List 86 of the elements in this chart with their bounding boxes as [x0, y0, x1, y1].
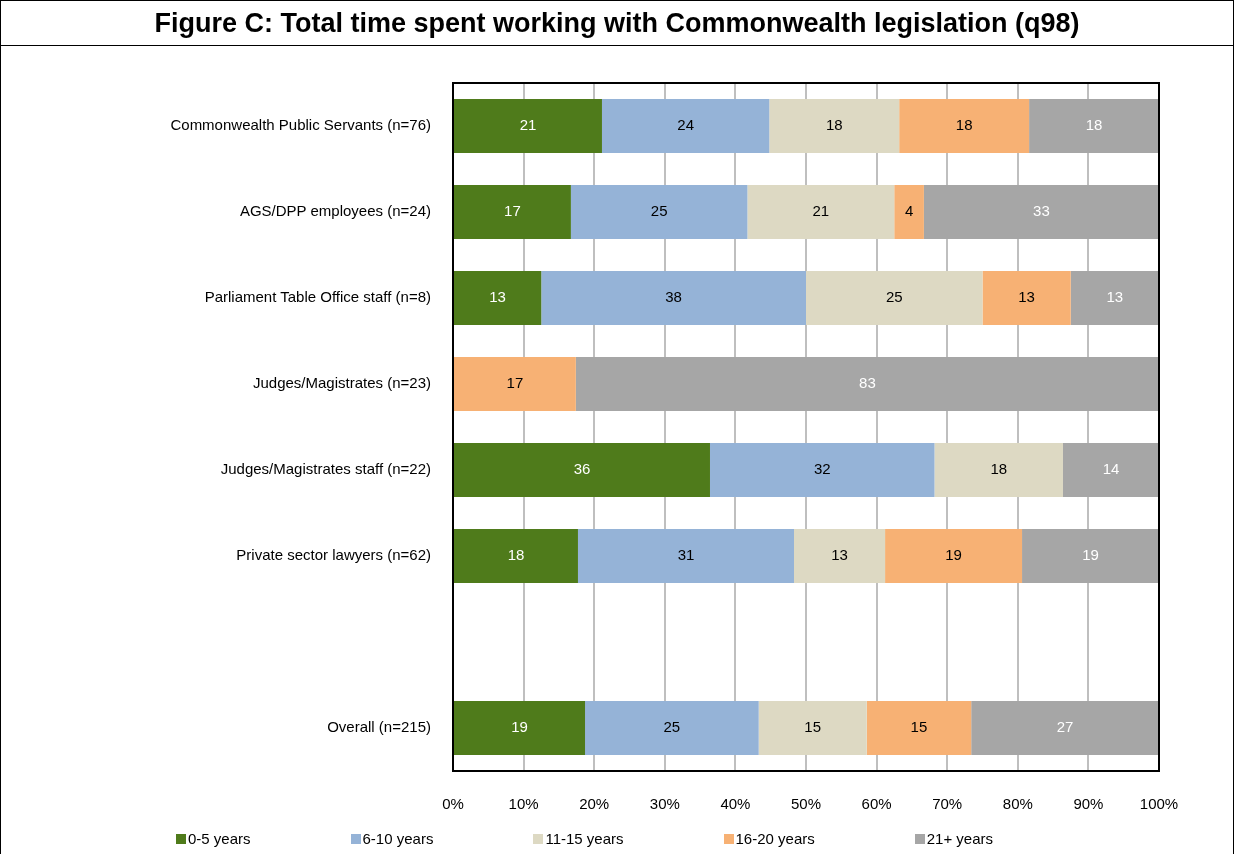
- data-label: 21: [812, 202, 830, 220]
- data-label: 13: [1018, 288, 1035, 306]
- x-tick-label: 90%: [1073, 795, 1104, 813]
- legend-label: 11-15 years: [545, 830, 624, 847]
- data-label: 31: [677, 546, 695, 564]
- legend-label: 6-10 years: [362, 830, 434, 847]
- y-tick-label: Parliament Table Office staff (n=8): [204, 288, 431, 306]
- x-tick-label: 80%: [1002, 795, 1033, 813]
- data-label: 15: [804, 718, 822, 736]
- data-label: 15: [910, 718, 928, 736]
- bar: [1062, 442, 1159, 498]
- bar: [577, 528, 794, 584]
- legend-label: 0-5 years: [188, 830, 251, 847]
- data-label: 18: [507, 546, 525, 564]
- data-label: 13: [1106, 288, 1124, 306]
- y-tick-label: Overall (n=215): [327, 718, 431, 736]
- y-tick-label: Judges/Magistrates (n=23): [252, 374, 431, 392]
- x-tick-label: 30%: [649, 795, 680, 813]
- data-label: 19: [1082, 546, 1099, 564]
- x-tick-label: 70%: [932, 795, 963, 813]
- data-label: 38: [665, 288, 682, 306]
- data-label: 4: [904, 202, 914, 220]
- legend-label: 21+ years: [926, 830, 994, 847]
- bar: [454, 442, 710, 498]
- data-label: 13: [831, 546, 848, 564]
- x-tick-label: 60%: [861, 795, 892, 813]
- data-label: 25: [650, 202, 668, 220]
- data-label: 27: [1056, 718, 1074, 736]
- bar: [982, 270, 1071, 326]
- data-label: 36: [573, 460, 591, 478]
- bar: [709, 442, 935, 498]
- bar: [899, 98, 1030, 154]
- legend-label: 16-20 years: [735, 830, 815, 847]
- y-tick-label: Commonwealth Public Servants (n=76): [170, 116, 431, 134]
- x-tick-label: 20%: [579, 795, 610, 813]
- bar: [454, 700, 586, 756]
- data-label: 32: [813, 460, 831, 478]
- data-label: 18: [990, 460, 1008, 478]
- x-tick-label: 50%: [790, 795, 822, 813]
- bar: [454, 270, 542, 326]
- data-label: 33: [1033, 202, 1050, 220]
- data-label: 14: [1102, 460, 1120, 478]
- data-label: 25: [885, 288, 903, 306]
- bar: [894, 184, 924, 240]
- bar: [971, 700, 1159, 756]
- x-tick-label: 10%: [508, 795, 539, 813]
- data-label: 18: [955, 116, 973, 134]
- bar: [454, 98, 602, 154]
- data-label: 18: [1085, 116, 1103, 134]
- data-label: 13: [489, 288, 506, 306]
- bar: [454, 356, 576, 412]
- y-tick-label: Judges/Magistrates staff (n=22): [220, 460, 431, 478]
- bar: [794, 528, 886, 584]
- bar: [806, 270, 983, 326]
- x-tick-label: 40%: [720, 795, 751, 813]
- bar: [1022, 528, 1159, 584]
- data-label: 24: [677, 116, 694, 134]
- bar: [454, 184, 571, 240]
- bar: [454, 528, 578, 584]
- bar: [758, 700, 867, 756]
- bar: [1029, 98, 1159, 154]
- chart-title: Figure C: Total time spent working with Commonwealth legislation (q98): [1, 1, 1233, 46]
- bar: [570, 184, 748, 240]
- bar: [923, 184, 1159, 240]
- x-tick-label: 0%: [442, 795, 464, 813]
- data-label: 17: [504, 202, 521, 220]
- bar: [541, 270, 806, 326]
- bar: [1070, 270, 1159, 326]
- bar: [601, 98, 770, 154]
- bar: [747, 184, 895, 240]
- bar: [934, 442, 1063, 498]
- x-tick-label: 100%: [1139, 795, 1179, 813]
- data-label: 25: [663, 718, 681, 736]
- bar: [575, 356, 1159, 412]
- data-label: 21: [519, 116, 537, 134]
- data-label: 18: [825, 116, 843, 134]
- data-label: 83: [859, 374, 876, 392]
- y-tick-label: Private sector lawyers (n=62): [236, 546, 431, 564]
- data-label: 19: [511, 718, 528, 736]
- bar: [585, 700, 759, 756]
- y-tick-label: AGS/DPP employees (n=24): [239, 202, 431, 220]
- data-label: 19: [945, 546, 962, 564]
- bar: [866, 700, 972, 756]
- data-label: 17: [506, 374, 524, 392]
- bar: [769, 98, 900, 154]
- bar: [885, 528, 1023, 584]
